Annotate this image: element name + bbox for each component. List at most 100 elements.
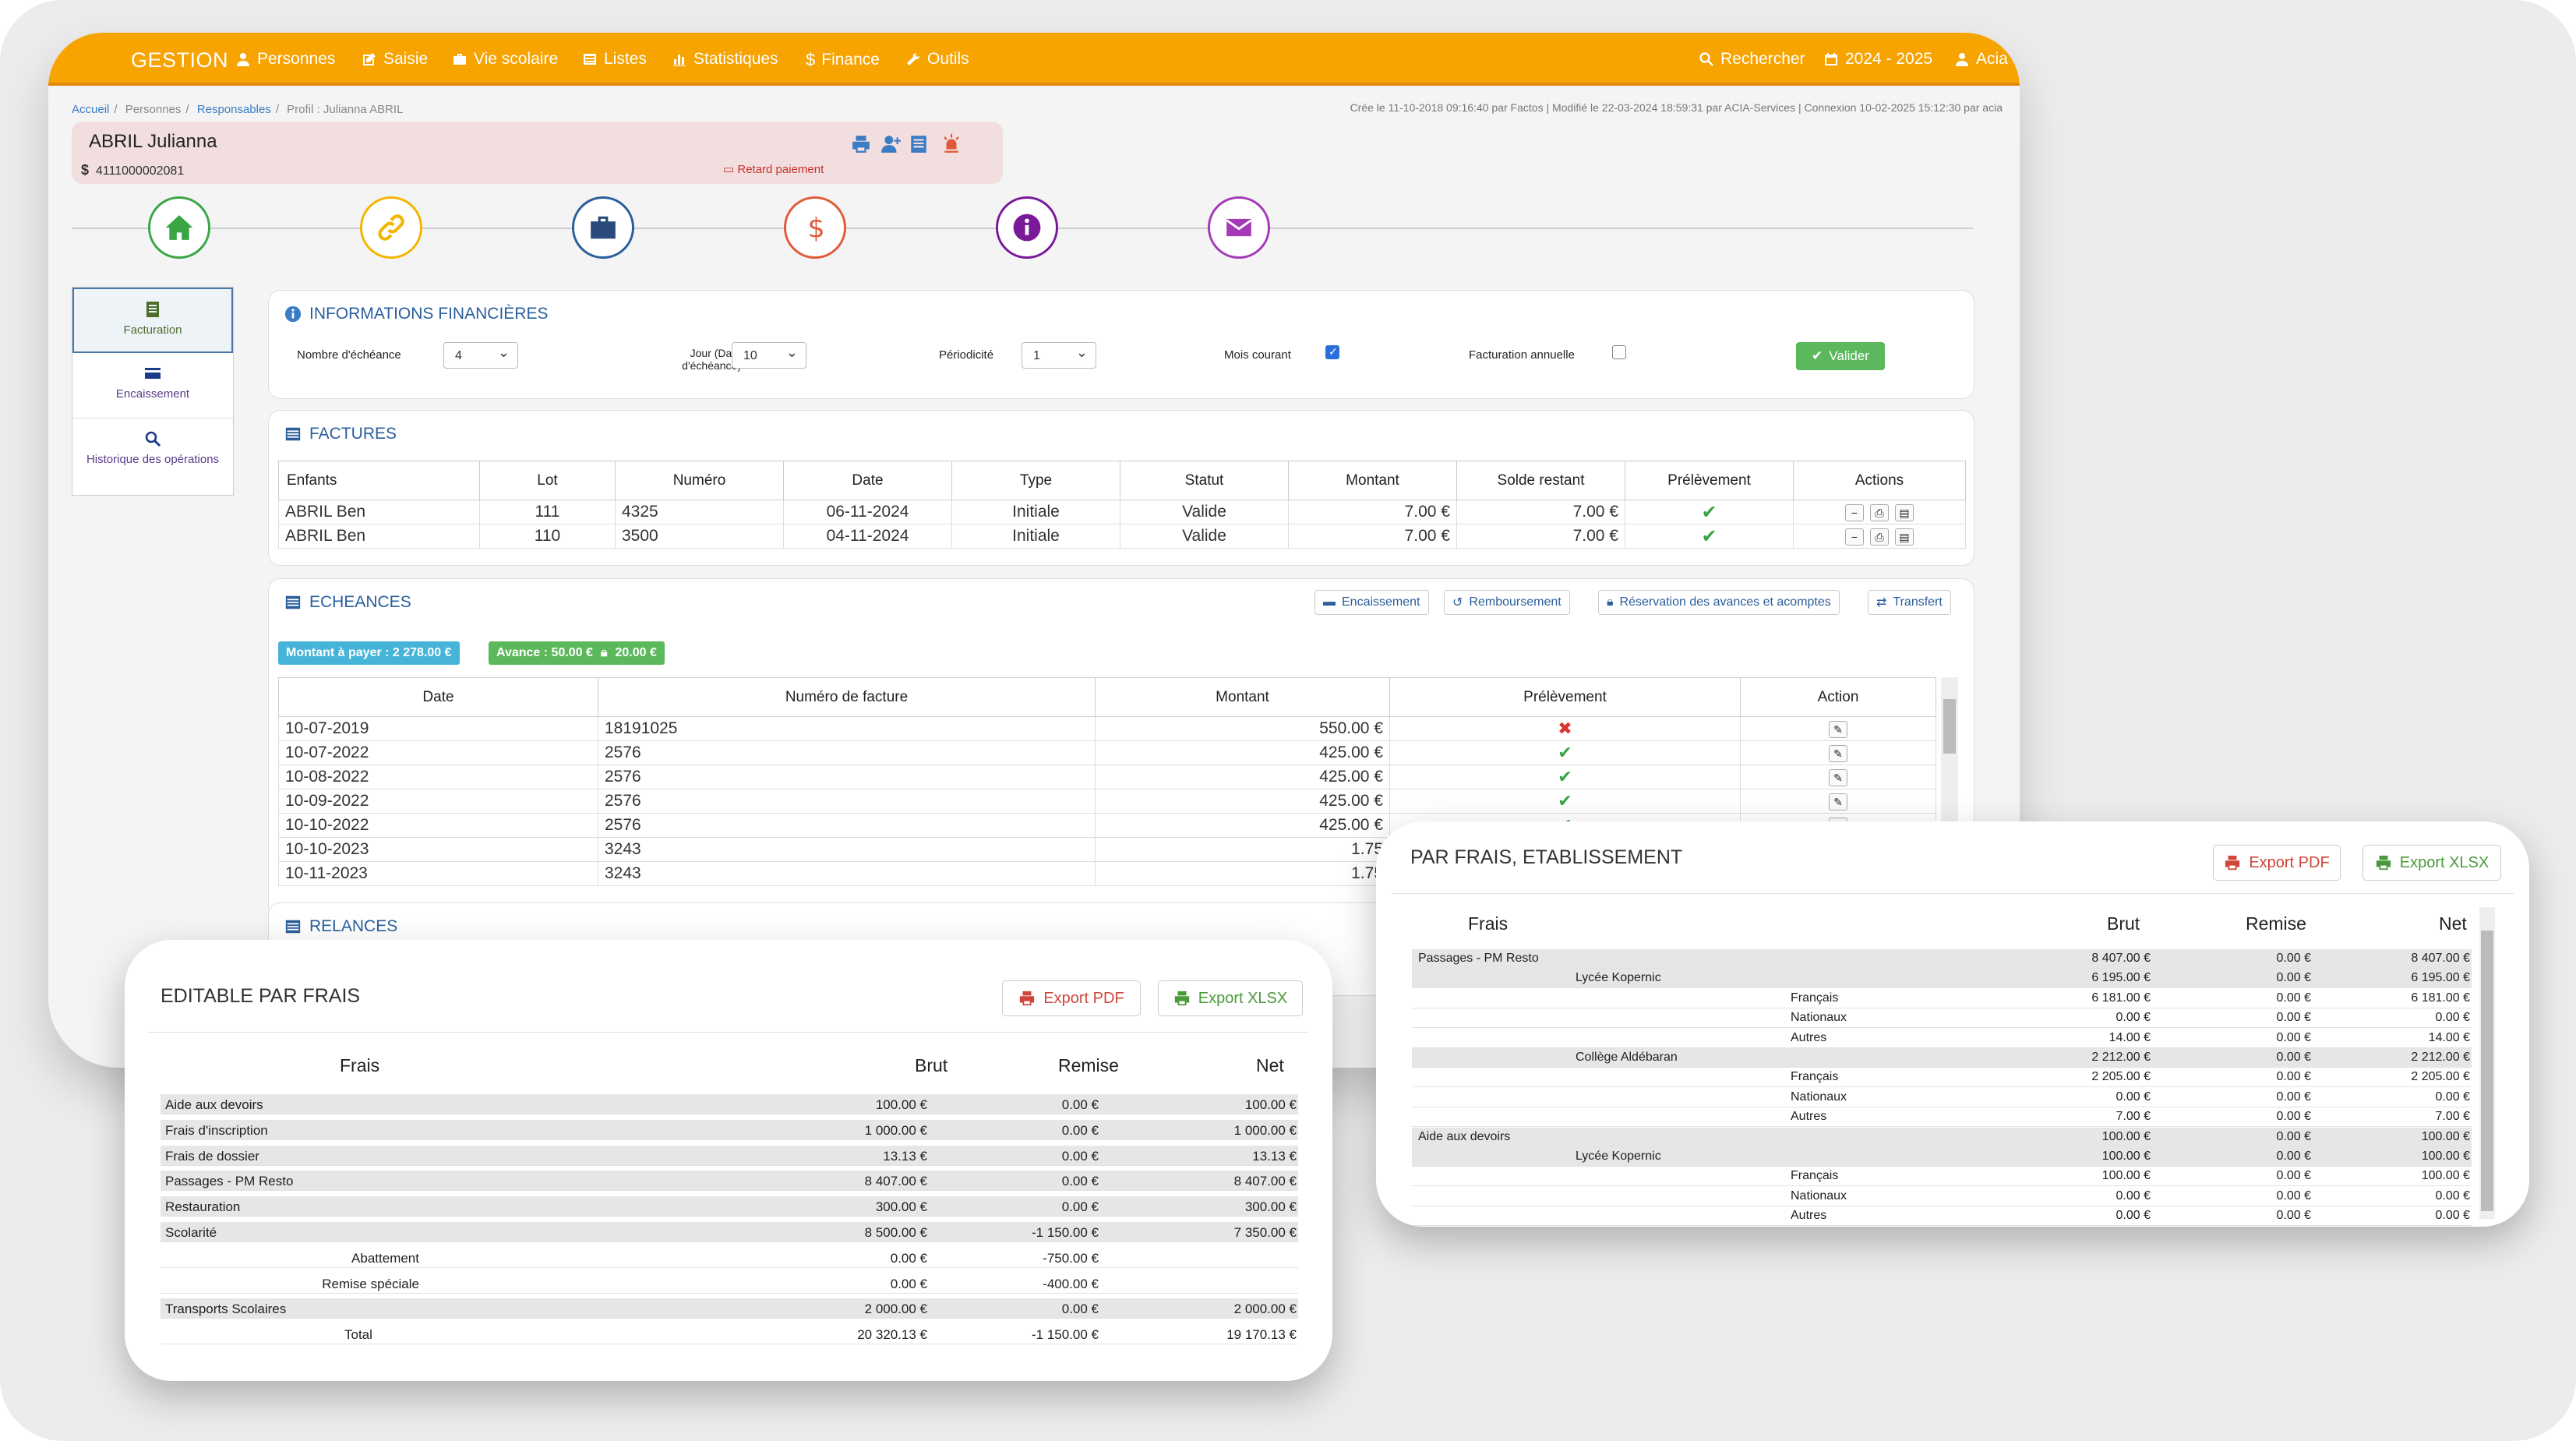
edit-button[interactable]: ✎ bbox=[1829, 793, 1847, 811]
step-info[interactable] bbox=[996, 196, 1058, 259]
cell: Nationaux bbox=[1791, 1090, 1847, 1104]
minus-button[interactable]: − bbox=[1845, 528, 1864, 546]
col-enfants[interactable]: Enfants bbox=[278, 461, 480, 500]
cell: 0.00 € bbox=[2115, 1090, 2151, 1104]
print-button[interactable]: ⎙ bbox=[1870, 504, 1889, 521]
menu-finance[interactable]: $ Finance bbox=[806, 50, 880, 70]
step-link[interactable] bbox=[360, 196, 422, 259]
step-home[interactable] bbox=[148, 196, 210, 259]
tab-historique[interactable]: Historique des opérations bbox=[72, 419, 233, 484]
col-montant[interactable]: Montant bbox=[1095, 677, 1390, 717]
cell: 8 500.00 € bbox=[864, 1225, 927, 1240]
cell: 0.00 € bbox=[2276, 952, 2311, 965]
button-label: Transfert bbox=[1893, 595, 1943, 609]
scrollbar-thumb[interactable] bbox=[2481, 931, 2493, 1211]
step-mail[interactable] bbox=[1208, 196, 1270, 259]
cell: -400.00 € bbox=[1043, 1276, 1099, 1291]
menu-personnes[interactable]: Personnes bbox=[235, 50, 335, 69]
minus-button[interactable]: − bbox=[1845, 504, 1864, 521]
col-numero-facture[interactable]: Numéro de facture bbox=[598, 677, 1096, 717]
cell: 100.00 € bbox=[2101, 1129, 2151, 1143]
menu-statistiques[interactable]: Statistiques bbox=[672, 50, 778, 69]
jour-label: Jour (Date d'échéance) bbox=[640, 347, 741, 372]
cell: 0.00 € bbox=[2276, 1169, 2311, 1183]
cell: 300.00 € bbox=[875, 1199, 927, 1215]
periodicite-select[interactable]: 1 bbox=[1022, 342, 1096, 369]
menu-saisie[interactable]: Saisie bbox=[362, 50, 428, 69]
breadcrumb-personnes[interactable]: Personnes bbox=[125, 103, 182, 116]
panel-title: ECHEANCES bbox=[284, 593, 411, 612]
tab-encaissement[interactable]: Encaissement bbox=[72, 353, 233, 419]
col-statut[interactable]: Statut bbox=[1120, 461, 1289, 500]
top-navbar: GESTION Personnes Saisie Vie scolaire Li… bbox=[48, 33, 2020, 86]
list-item: Collège Aldébaran 2 212.00 € 0.00 € 2 212.0… bbox=[1412, 1048, 2472, 1068]
col-prelevement[interactable]: Prélèvement bbox=[1389, 677, 1741, 717]
cell: 2576 bbox=[598, 765, 1096, 789]
app-logo[interactable] bbox=[48, 33, 64, 45]
step-finance[interactable]: $ bbox=[784, 196, 846, 259]
col-prelevement[interactable]: Prélèvement bbox=[1625, 461, 1794, 500]
divider bbox=[1392, 893, 2514, 894]
menu-listes[interactable]: Listes bbox=[582, 50, 647, 69]
col-date[interactable]: Date bbox=[783, 461, 952, 500]
edit-button[interactable]: ✎ bbox=[1829, 721, 1847, 738]
col-montant[interactable]: Montant bbox=[1288, 461, 1457, 500]
document-icon[interactable] bbox=[909, 134, 929, 154]
export-xlsx-button[interactable]: Export XLSX bbox=[2363, 845, 2501, 881]
year-label: 2024 - 2025 bbox=[1845, 50, 1933, 68]
user-link-icon[interactable] bbox=[880, 134, 901, 154]
pdf-icon bbox=[2225, 855, 2240, 871]
brand-title[interactable]: GESTION bbox=[131, 48, 229, 72]
cell: Passages - PM Resto bbox=[165, 1174, 294, 1189]
cell: 425.00 € bbox=[1095, 789, 1390, 814]
scrollbar[interactable] bbox=[2479, 907, 2495, 1219]
breadcrumb-accueil[interactable]: Accueil bbox=[72, 103, 110, 116]
table-row: 10-07-2019 18191025 550.00 € ✖ ✎ bbox=[278, 716, 1936, 741]
transfert-button[interactable]: ⇄ Transfert bbox=[1868, 590, 1951, 615]
document-button[interactable]: ▤ bbox=[1895, 504, 1914, 521]
search-button[interactable]: Rechercher bbox=[1699, 50, 1805, 69]
col-numero[interactable]: Numéro bbox=[615, 461, 784, 500]
list-item: Scolarité 8 500.00 € -1 150.00 € 7 350.00 € bbox=[161, 1222, 1298, 1242]
jour-select[interactable]: 10 bbox=[732, 342, 806, 369]
menu-outils[interactable]: Outils bbox=[905, 50, 969, 69]
export-pdf-button[interactable]: Export PDF bbox=[1002, 980, 1141, 1016]
cross-icon: ✖ bbox=[1389, 716, 1741, 741]
tab-facturation[interactable]: Facturation bbox=[72, 288, 233, 353]
print-icon[interactable] bbox=[851, 134, 871, 154]
remboursement-button[interactable]: ↺ Remboursement bbox=[1444, 590, 1570, 615]
step-briefcase[interactable] bbox=[572, 196, 634, 259]
print-button[interactable]: ⎙ bbox=[1870, 528, 1889, 546]
export-pdf-button[interactable]: Export PDF bbox=[2213, 845, 2341, 881]
cell: 0.00 € bbox=[2276, 1090, 2311, 1104]
table-row: 10-08-2022 2576 425.00 € ✔ ✎ bbox=[278, 765, 1936, 789]
credit-card-icon: ▬ bbox=[1323, 595, 1336, 609]
jour-label-line1: Jour (Date bbox=[690, 347, 741, 359]
col-lot[interactable]: Lot bbox=[479, 461, 616, 500]
col-net: Net bbox=[2439, 913, 2467, 934]
col-type[interactable]: Type bbox=[951, 461, 1120, 500]
year-selector[interactable]: 2024 - 2025 bbox=[1823, 50, 1932, 69]
cell: 0.00 € bbox=[1061, 1301, 1099, 1317]
document-button[interactable]: ▤ bbox=[1895, 528, 1914, 546]
col-solde[interactable]: Solde restant bbox=[1456, 461, 1625, 500]
user-menu[interactable]: Acia bbox=[1954, 50, 2008, 69]
col-date[interactable]: Date bbox=[278, 677, 598, 717]
menu-vie-scolaire[interactable]: Vie scolaire bbox=[452, 50, 558, 69]
mois-courant-checkbox[interactable] bbox=[1325, 345, 1339, 359]
facturation-annuelle-checkbox[interactable] bbox=[1612, 345, 1626, 359]
scrollbar[interactable] bbox=[1941, 677, 1958, 833]
valider-button[interactable]: ✔ Valider bbox=[1796, 342, 1885, 370]
reservation-button[interactable]: 🔒︎ Réservation des avances et acomptes bbox=[1598, 590, 1840, 615]
alarm-icon[interactable] bbox=[941, 134, 962, 154]
cell: 1 000.00 € bbox=[1233, 1122, 1297, 1138]
edit-button[interactable]: ✎ bbox=[1829, 769, 1847, 786]
button-label: Remboursement bbox=[1469, 595, 1561, 609]
breadcrumb-responsables[interactable]: Responsables bbox=[196, 103, 271, 116]
edit-button[interactable]: ✎ bbox=[1829, 745, 1847, 762]
encaissement-button[interactable]: ▬ Encaissement bbox=[1314, 590, 1429, 615]
nb-echeance-select[interactable]: 4 bbox=[443, 342, 518, 369]
scrollbar-thumb[interactable] bbox=[1943, 699, 1956, 754]
row-actions: − ⎙ ▤ bbox=[1793, 500, 1966, 524]
export-xlsx-button[interactable]: Export XLSX bbox=[1158, 980, 1303, 1016]
